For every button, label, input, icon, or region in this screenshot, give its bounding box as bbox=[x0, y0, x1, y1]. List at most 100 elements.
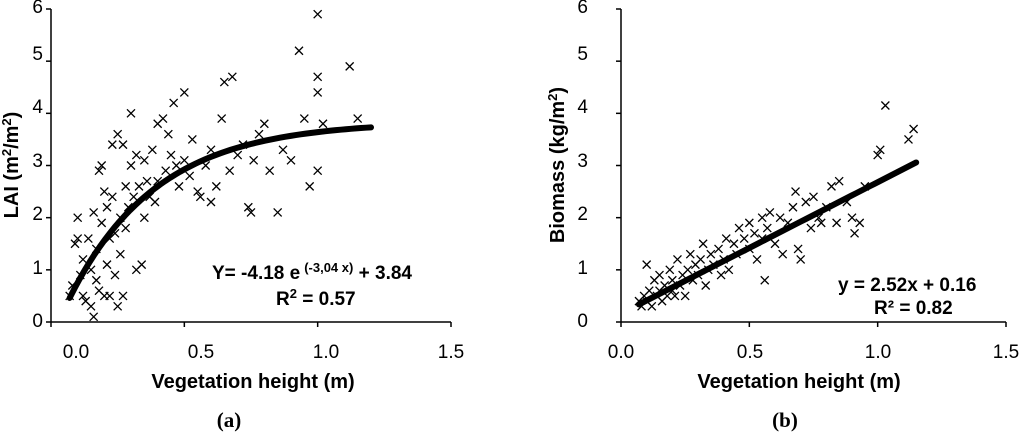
lai-x-tick-label: 0.5 bbox=[188, 342, 214, 363]
biomass-data-point bbox=[706, 249, 716, 259]
lai-data-point bbox=[265, 166, 275, 176]
lai-data-point bbox=[97, 161, 107, 170]
lai-data-point bbox=[187, 134, 197, 144]
biomass-data-point bbox=[796, 254, 806, 264]
lai-data-point bbox=[158, 114, 168, 124]
lai-y-tick-label: 0 bbox=[32, 311, 43, 332]
panel-label-a: (a) bbox=[217, 408, 242, 432]
lai-data-point bbox=[94, 166, 104, 176]
lai-data-point bbox=[118, 140, 128, 150]
lai-data-point bbox=[217, 114, 227, 124]
lai-data-point bbox=[278, 145, 288, 155]
lai-data-point bbox=[195, 192, 205, 202]
lai-data-point bbox=[118, 291, 128, 301]
lai-data-point bbox=[113, 301, 123, 311]
biomass-r-squared: R² = 0.82 bbox=[874, 298, 953, 319]
lai-y-tick-label: 2 bbox=[32, 204, 43, 225]
lai-data-point bbox=[193, 187, 203, 197]
lai-data-point bbox=[171, 161, 181, 170]
lai-data-point bbox=[115, 249, 125, 259]
biomass-data-point bbox=[721, 234, 731, 243]
biomass-data-point bbox=[655, 270, 664, 280]
lai-data-point bbox=[102, 260, 112, 270]
biomass-x-tick-label: 0.5 bbox=[737, 342, 763, 363]
lai-data-point bbox=[107, 192, 117, 202]
lai-data-point bbox=[129, 192, 139, 202]
biomass-data-point bbox=[698, 239, 708, 249]
biomass-data-point bbox=[673, 254, 682, 264]
lai-data-point bbox=[78, 254, 88, 264]
lai-data-point bbox=[353, 114, 363, 124]
biomass-data-point bbox=[739, 234, 749, 243]
biomass-data-point bbox=[909, 124, 919, 134]
lai-fit-curve bbox=[66, 124, 374, 301]
biomass-data-point bbox=[644, 286, 654, 296]
biomass-x-tick-label: 0.0 bbox=[608, 342, 634, 363]
chart-panel-b: 0.0 0.5 1.0 1.5 0 1 2 3 4 5 6 Vegetation… bbox=[545, 0, 1020, 432]
lai-data-point bbox=[102, 202, 112, 212]
lai-data-point bbox=[89, 312, 99, 322]
lai-data-point bbox=[121, 223, 131, 233]
biomass-data-point bbox=[744, 218, 754, 228]
biomass-data-point bbox=[806, 223, 816, 233]
lai-data-point bbox=[70, 239, 80, 249]
lai-data-point bbox=[107, 140, 117, 150]
biomass-y-tick-label: 3 bbox=[577, 151, 588, 172]
lai-data-point bbox=[313, 72, 323, 82]
lai-y-tick-label: 1 bbox=[32, 258, 43, 279]
lai-scatter-points bbox=[65, 9, 363, 322]
lai-data-point bbox=[227, 72, 237, 82]
biomass-data-point bbox=[680, 291, 690, 301]
biomass-fit-line bbox=[635, 159, 920, 308]
biomass-data-point bbox=[696, 254, 706, 264]
biomass-y-tick-label: 2 bbox=[577, 204, 588, 225]
lai-x-tick-label: 1.5 bbox=[438, 342, 464, 363]
biomass-y-tick-label: 5 bbox=[577, 44, 588, 65]
lai-data-point bbox=[121, 181, 131, 191]
biomass-data-point bbox=[750, 228, 759, 238]
lai-data-point bbox=[313, 88, 323, 97]
lai-x-tick-label: 0.0 bbox=[63, 342, 89, 363]
biomass-x-tick-marks bbox=[620, 322, 1007, 327]
biomass-data-point bbox=[778, 249, 788, 259]
lai-y-axis-title: LAI (m2/m2) bbox=[0, 112, 23, 219]
lai-data-point bbox=[83, 234, 93, 243]
lai-data-point bbox=[147, 145, 157, 155]
lai-data-point bbox=[246, 207, 256, 217]
biomass-data-point bbox=[875, 145, 885, 155]
biomass-data-point bbox=[847, 213, 857, 223]
lai-data-point bbox=[150, 197, 160, 207]
chart-panel-a: 0.0 0.5 1.0 1.5 0 1 2 3 4 5 6 Vegetation… bbox=[0, 0, 464, 432]
lai-data-point bbox=[89, 207, 99, 217]
biomass-data-point bbox=[793, 244, 803, 254]
lai-data-point bbox=[179, 88, 189, 97]
lai-data-point bbox=[233, 150, 243, 160]
lai-data-point bbox=[73, 213, 83, 223]
lai-data-point bbox=[206, 145, 216, 155]
lai-data-point bbox=[166, 150, 176, 160]
lai-data-point bbox=[313, 166, 323, 176]
lai-data-point bbox=[174, 181, 184, 191]
lai-data-point bbox=[163, 129, 173, 139]
biomass-y-tick-label: 6 bbox=[577, 0, 588, 18]
biomass-data-point bbox=[832, 218, 842, 228]
biomass-data-point bbox=[760, 275, 770, 285]
lai-data-point bbox=[318, 119, 328, 129]
lai-data-point bbox=[305, 181, 315, 191]
lai-y-tick-label: 6 bbox=[32, 0, 43, 18]
lai-x-tick-label: 1.0 bbox=[313, 342, 339, 363]
biomass-data-point bbox=[757, 213, 767, 223]
biomass-data-point bbox=[855, 218, 865, 228]
biomass-data-point bbox=[788, 202, 798, 212]
lai-data-point bbox=[105, 291, 115, 301]
lai-data-point bbox=[91, 275, 101, 285]
biomass-data-point bbox=[670, 291, 680, 301]
lai-r-squared: R2 = 0.57 bbox=[276, 286, 356, 311]
biomass-data-point bbox=[762, 223, 772, 233]
biomass-data-point bbox=[729, 239, 739, 249]
lai-data-point bbox=[219, 77, 229, 87]
lai-data-point bbox=[273, 207, 283, 217]
biomass-data-point bbox=[683, 265, 693, 275]
lai-data-point bbox=[254, 129, 264, 139]
biomass-data-point bbox=[850, 228, 860, 238]
